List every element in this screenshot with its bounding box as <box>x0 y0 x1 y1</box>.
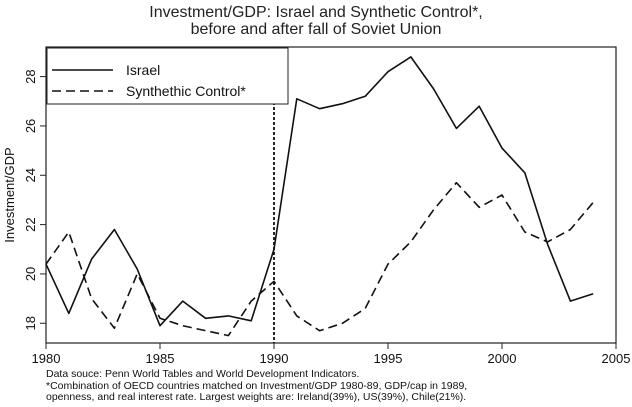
y-tick-label: 28 <box>23 69 38 83</box>
y-tick-label: 18 <box>23 316 38 330</box>
legend: Israel Synthethic Control* <box>46 47 289 105</box>
footnote: Data souce: Penn World Tables and World … <box>46 368 626 404</box>
plot-area <box>45 46 617 344</box>
x-tick-label: 1990 <box>260 351 289 366</box>
series-line-synthetic-control <box>45 181 594 337</box>
x-tick-label: 1995 <box>374 351 403 366</box>
x-tick-label: 2005 <box>602 351 631 366</box>
legend-box <box>46 47 289 105</box>
series-line-israel <box>45 56 594 327</box>
y-tick-label: 24 <box>23 168 38 182</box>
series-lines <box>45 56 594 337</box>
footnote-line-1: Data souce: Penn World Tables and World … <box>46 368 360 380</box>
footnote-line-2: *Combination of OECD countries matched o… <box>46 379 468 392</box>
chart-title-line2: before and after fall of Soviet Union <box>190 21 442 38</box>
footnote-line-3: openness, and real interest rate. Larges… <box>46 391 467 403</box>
y-tick-label: 20 <box>23 267 38 281</box>
axis-ticks: 1980 1985 1990 1995 2000 2005 18 20 22 24 26 28 <box>23 69 630 366</box>
legend-label-israel: Israel <box>126 62 160 78</box>
y-tick-label: 22 <box>23 217 38 231</box>
x-tick-label: 2000 <box>488 351 517 366</box>
x-tick-label: 1980 <box>32 351 61 366</box>
legend-label-synthetic-control: Synthethic Control* <box>126 83 246 99</box>
chart-title-line1: Investment/GDP: Israel and Synthetic Con… <box>149 4 483 21</box>
chart-title: Investment/GDP: Israel and Synthetic Con… <box>0 4 632 38</box>
x-tick-label: 1985 <box>146 351 175 366</box>
y-tick-label: 26 <box>23 119 38 133</box>
y-axis-label: Investment/GDP <box>2 147 17 242</box>
